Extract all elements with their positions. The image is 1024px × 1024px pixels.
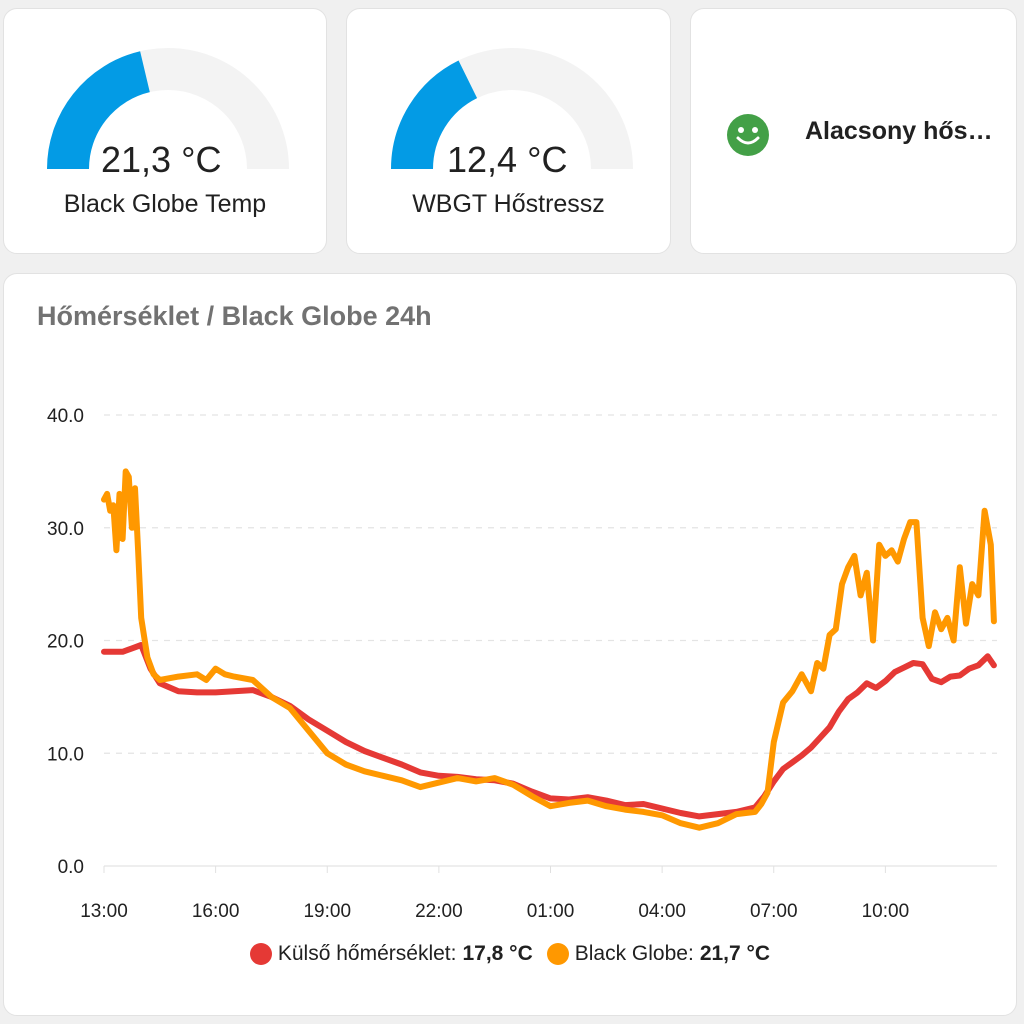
- legend-dot: [249, 943, 272, 965]
- legend-series-name: Black Globe: [574, 942, 688, 965]
- gauge-label: Black Globe Temp: [63, 190, 267, 218]
- legend-dot: [546, 943, 569, 965]
- legend-item-black-globe[interactable]: Black Globe: 21,7 °C: [546, 942, 771, 966]
- series-line-kulso-homerseklet[interactable]: [101, 642, 997, 820]
- gauge-card-wbgt[interactable]: 12,4 °C WBGT Hőstressz: [346, 8, 671, 254]
- x-tick-label: 19:00: [303, 901, 351, 922]
- series-line-black-globe[interactable]: [101, 468, 997, 831]
- legend-current-value: 17,8 °C: [462, 942, 533, 965]
- legend-colon: :: [687, 942, 694, 965]
- status-card[interactable]: Alacsony hőstressz: [690, 8, 1017, 254]
- x-tick-label: 16:00: [192, 901, 240, 922]
- legend-current-value: 21,7 °C: [699, 942, 771, 965]
- gauge-fill: [391, 60, 478, 170]
- gauge-value: 12,4 °C: [447, 139, 568, 180]
- history-graph-card: Hőmérséklet / Black Globe 24h 0.0 10.0 20.…: [3, 273, 1017, 1016]
- x-tick-label: 22:00: [415, 901, 463, 922]
- gauge-card-black-globe[interactable]: 21,3 °C Black Globe Temp: [3, 8, 327, 254]
- y-tick-label: 0.0: [58, 857, 84, 878]
- legend-series-name: Külső hőmérséklet: [277, 942, 451, 965]
- y-tick-label: 10.0: [47, 744, 84, 765]
- gauge-value: 21,3 °C: [101, 139, 222, 180]
- x-tick-label: 01:00: [527, 901, 575, 922]
- gauge-dial: [47, 48, 289, 170]
- smile-icon: [727, 114, 769, 156]
- y-tick-label: 40.0: [47, 406, 84, 427]
- status-text: Alacsony hőstressz: [805, 117, 1000, 145]
- gauge-fill: [47, 51, 151, 170]
- x-tick-label: 07:00: [750, 901, 798, 922]
- y-tick-label: 20.0: [47, 632, 84, 653]
- x-tick-label: 04:00: [638, 901, 686, 922]
- chart-legend: Külső hőmérséklet: 17,8 °C Black Globe: …: [4, 942, 1016, 966]
- x-tick-label: 13:00: [80, 901, 128, 922]
- y-tick-label: 30.0: [47, 519, 84, 540]
- graph-title: Hőmérséklet / Black Globe 24h: [37, 301, 432, 331]
- legend-colon: :: [450, 942, 457, 965]
- x-tick-label: 10:00: [862, 901, 910, 922]
- legend-item-kulso[interactable]: Külső hőmérséklet: 17,8 °C: [249, 942, 533, 966]
- line-chart[interactable]: 0.0 10.0 20.0 30.0 40.0 13:00 16:00 19:00 22:00 0…: [4, 274, 1018, 934]
- gauge-dial: [391, 48, 633, 170]
- gauge-label: WBGT Hőstressz: [412, 190, 605, 218]
